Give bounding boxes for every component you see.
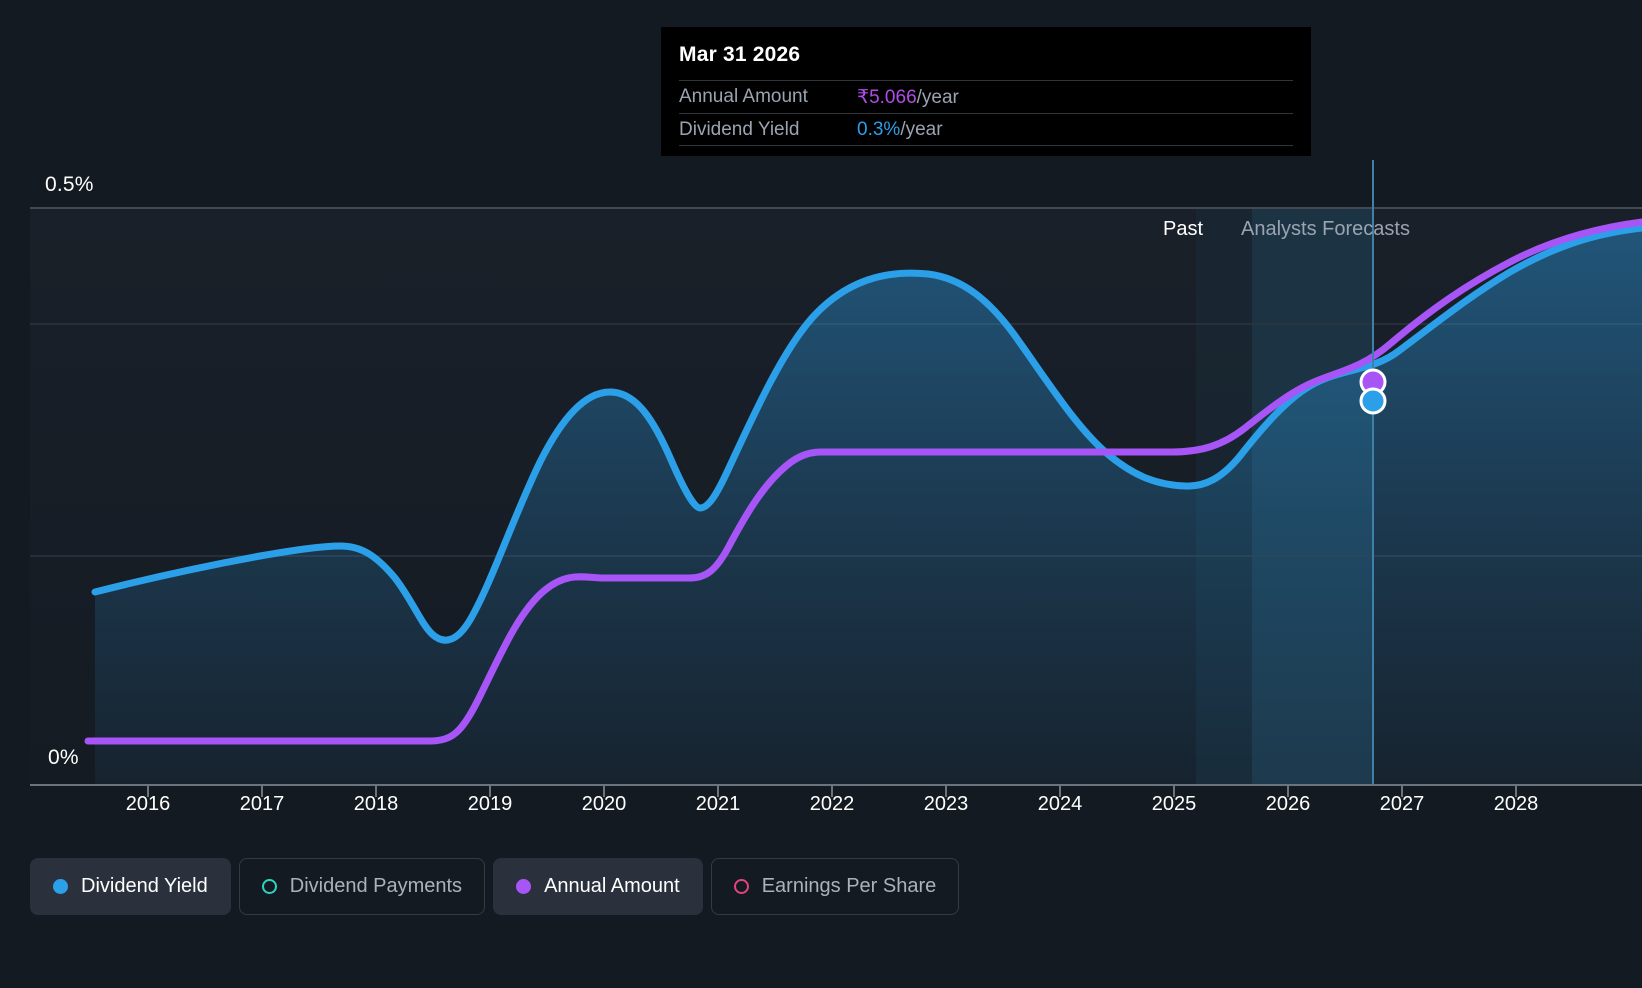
legend-label-earnings-per-share: Earnings Per Share xyxy=(761,875,937,897)
x-axis-label-2028: 2028 xyxy=(1493,793,1539,815)
tooltip-key-annual-amount: Annual Amount xyxy=(679,86,808,107)
tooltip-title: Mar 31 2026 xyxy=(679,43,801,66)
legend-label-dividend-yield: Dividend Yield xyxy=(81,875,208,897)
legend-label-annual-amount: Annual Amount xyxy=(544,875,680,897)
filled-dot-icon xyxy=(516,879,532,894)
x-axis-label-2026: 2026 xyxy=(1265,793,1311,815)
tooltip-value-annual-amount-highlight: ₹5.066 xyxy=(857,86,917,108)
y-axis-label-top: 0.5% xyxy=(45,173,94,196)
chart-svg xyxy=(30,160,1642,797)
x-axis-ticks xyxy=(147,785,1517,797)
x-axis-label-2021: 2021 xyxy=(695,793,741,815)
chart-canvas: 0.5% 0% 2016 2017 2018 2019 2020 2021 20… xyxy=(30,160,1642,815)
tooltip-key-dividend-yield: Dividend Yield xyxy=(679,118,800,140)
x-axis-label-2019: 2019 xyxy=(467,793,513,815)
legend-item-annual-amount[interactable]: Annual Amount xyxy=(493,858,703,915)
x-axis-label-2022: 2022 xyxy=(809,793,855,815)
filled-dot-icon xyxy=(53,879,68,894)
x-axis-label-2023: 2023 xyxy=(923,793,969,815)
annual-amount-line xyxy=(84,218,1642,745)
x-axis-label-2024: 2024 xyxy=(1037,793,1083,815)
dividend-yield-area xyxy=(95,228,1642,785)
x-axis-label-2025: 2025 xyxy=(1151,793,1197,815)
chart-legend: Dividend Yield Dividend Payments Annual … xyxy=(30,858,960,915)
past-band-label: Past xyxy=(1163,218,1204,240)
tooltip-value-dividend-yield-suffix: /year xyxy=(900,118,943,140)
x-axis-label-2018: 2018 xyxy=(353,793,399,815)
tooltip-row-dividend-yield: Dividend Yield 0.3%/year xyxy=(679,113,1293,146)
ring-dot-icon xyxy=(733,879,749,894)
x-axis-label-2027: 2027 xyxy=(1379,793,1425,815)
chart-tooltip: Mar 31 2026 Annual Amount ₹5.066/year Di… xyxy=(661,27,1311,156)
legend-item-dividend-payments[interactable]: Dividend Payments xyxy=(238,858,486,915)
tooltip-value-annual-amount-suffix: /year xyxy=(916,86,959,108)
legend-item-earnings-per-share[interactable]: Earnings Per Share xyxy=(710,858,960,915)
ring-dot-icon xyxy=(261,879,277,894)
forecast-band-label: Analysts Forecasts xyxy=(1241,218,1410,240)
x-axis-label-2020: 2020 xyxy=(581,793,627,815)
tooltip-row-annual-amount: Annual Amount ₹5.066/year xyxy=(679,80,1293,113)
x-axis-label-2017: 2017 xyxy=(239,793,285,815)
legend-item-dividend-yield[interactable]: Dividend Yield xyxy=(30,858,231,915)
marker-dividend-yield[interactable] xyxy=(1359,387,1387,415)
x-axis-label-2016: 2016 xyxy=(125,793,171,815)
y-axis-label-bottom: 0% xyxy=(48,746,79,769)
tooltip-value-dividend-yield: 0.3%/year xyxy=(857,119,943,141)
legend-label-dividend-payments: Dividend Payments xyxy=(289,875,463,897)
tooltip-value-dividend-yield-highlight: 0.3% xyxy=(857,118,901,140)
tooltip-value-annual-amount: ₹5.066/year xyxy=(857,86,959,109)
